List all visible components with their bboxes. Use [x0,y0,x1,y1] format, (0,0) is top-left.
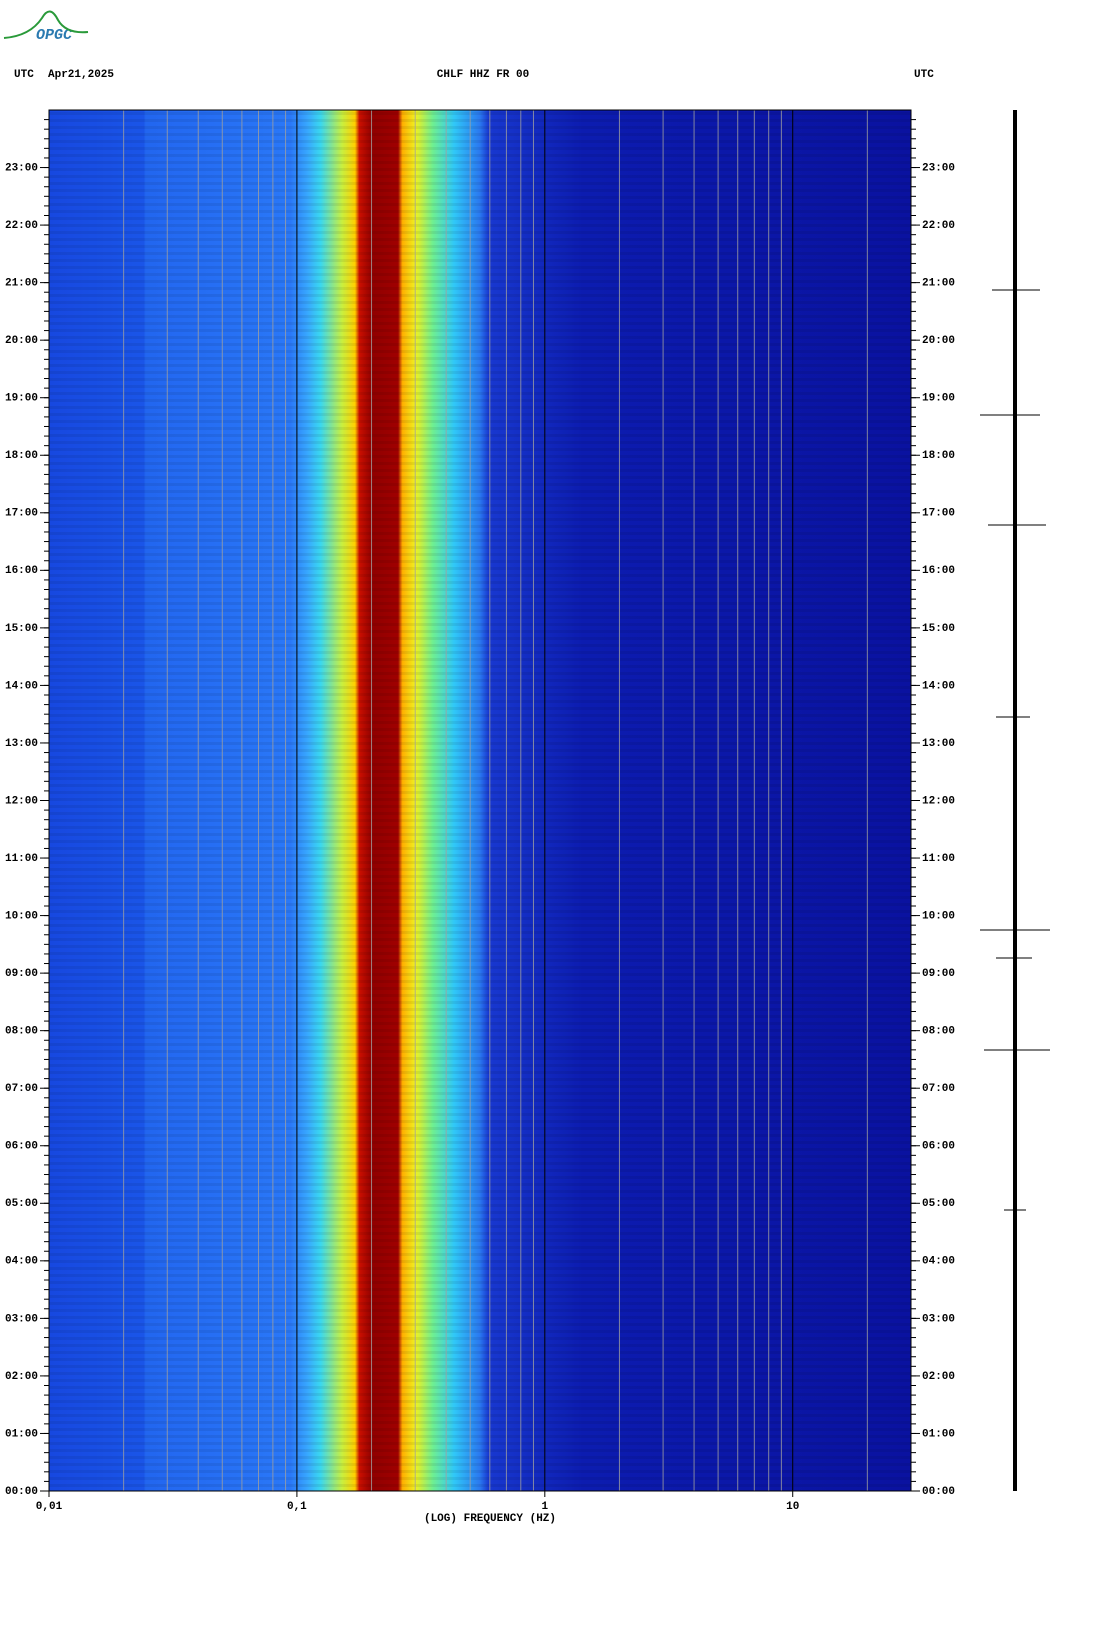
y-tick-label: 12:00 [922,795,955,807]
timezone-right: UTC [914,69,934,81]
y-tick-label: 23:00 [5,162,38,174]
y-tick-label: 00:00 [5,1486,38,1498]
y-tick-label: 19:00 [922,393,955,405]
y-tick-label: 04:00 [922,1256,955,1268]
y-tick-label: 09:00 [922,968,955,980]
spectrogram-texture [49,110,911,1491]
y-tick-label: 03:00 [5,1313,38,1325]
y-tick-label: 22:00 [922,220,955,232]
y-tick-label: 01:00 [5,1428,38,1440]
x-tick-label: 0,01 [36,1501,63,1513]
y-tick-label: 10:00 [922,910,955,922]
y-tick-label: 09:00 [5,968,38,980]
y-tick-label: 17:00 [5,508,38,520]
y-tick-label: 23:00 [922,162,955,174]
y-tick-label: 14:00 [5,680,38,692]
plot-frame [48,109,912,1492]
y-tick-label: 12:00 [5,795,38,807]
x-tick-label: 0,1 [287,1501,307,1513]
y-tick-label: 05:00 [5,1198,38,1210]
y-tick-label: 18:00 [922,450,955,462]
y-tick-label: 21:00 [922,278,955,290]
y-tick-label: 06:00 [922,1141,955,1153]
y-tick-label: 06:00 [5,1141,38,1153]
y-tick-label: 18:00 [5,450,38,462]
y-tick-label: 15:00 [5,623,38,635]
y-tick-label: 13:00 [5,738,38,750]
y-tick-label: 21:00 [5,278,38,290]
y-tick-label: 20:00 [922,335,955,347]
x-axis-label: (LOG) FREQUENCY (HZ) [424,1513,556,1525]
y-tick-label: 20:00 [5,335,38,347]
y-tick-label: 17:00 [922,508,955,520]
y-tick-label: 03:00 [922,1313,955,1325]
y-tick-label: 16:00 [922,565,955,577]
y-tick-label: 08:00 [922,1026,955,1038]
x-tick-label: 10 [786,1501,799,1513]
y-tick-label: 19:00 [5,393,38,405]
y-tick-label: 22:00 [5,220,38,232]
y-tick-label: 11:00 [5,853,38,865]
logo: OPGC [36,27,73,44]
y-tick-label: 15:00 [922,623,955,635]
y-tick-label: 07:00 [922,1083,955,1095]
y-tick-label: 04:00 [5,1256,38,1268]
y-tick-label: 00:00 [922,1486,955,1498]
timezone-left: UTC [14,69,34,81]
y-tick-label: 11:00 [922,853,955,865]
y-tick-label: 08:00 [5,1026,38,1038]
y-tick-label: 10:00 [5,910,38,922]
y-tick-label: 14:00 [922,680,955,692]
y-tick-label: 05:00 [922,1198,955,1210]
y-tick-label: 02:00 [922,1371,955,1383]
chart-title: CHLF HHZ FR 00 [437,69,529,81]
y-tick-label: 16:00 [5,565,38,577]
y-tick-label: 07:00 [5,1083,38,1095]
logo-swoosh [3,10,89,39]
y-tick-label: 02:00 [5,1371,38,1383]
x-tick-label: 1 [542,1501,549,1513]
seismogram [980,110,1050,1491]
y-tick-label: 01:00 [922,1428,955,1440]
y-tick-label: 13:00 [922,738,955,750]
date: Apr21,2025 [48,69,114,81]
